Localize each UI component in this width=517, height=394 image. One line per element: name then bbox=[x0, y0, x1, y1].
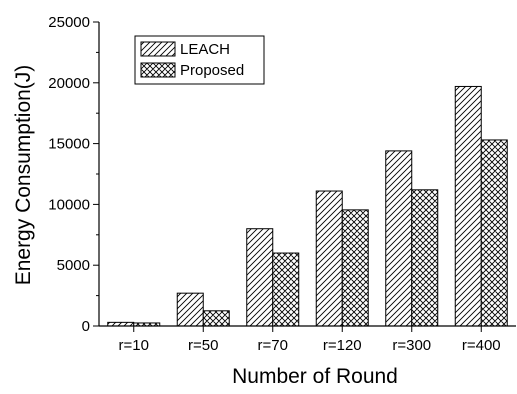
y-tick-label: 5000 bbox=[57, 257, 90, 274]
bars-group bbox=[107, 85, 508, 327]
y-tick-label: 20000 bbox=[48, 75, 90, 92]
legend-swatch-proposed bbox=[140, 62, 176, 78]
legend-label-leach: LEACH bbox=[180, 41, 230, 58]
x-axis-title: Number of Round bbox=[232, 365, 398, 388]
y-tick-label: 15000 bbox=[48, 136, 90, 153]
bar-proposed-r120 bbox=[341, 209, 369, 327]
y-tick-label: 25000 bbox=[48, 14, 90, 31]
legend-label-proposed: Proposed bbox=[180, 62, 244, 79]
bar-proposed-r50 bbox=[202, 310, 230, 327]
y-axis-title: Energy Consumption(J) bbox=[12, 65, 35, 286]
legend: LEACH Proposed bbox=[134, 35, 265, 85]
x-ticks-group: r=10 r=50 r=70 r=120 r=300 r=400 bbox=[119, 326, 501, 354]
x-tick-label: r=300 bbox=[392, 337, 431, 354]
y-ticks-group: 0 5000 10000 15000 20000 25000 bbox=[48, 14, 99, 335]
x-tick-label: r=70 bbox=[258, 337, 288, 354]
bar-proposed-r300 bbox=[411, 189, 439, 327]
bar-proposed-r400 bbox=[480, 139, 508, 327]
bar-proposed-r70 bbox=[272, 252, 300, 327]
bar-leach-r120 bbox=[315, 190, 343, 327]
y-tick-label: 0 bbox=[82, 318, 90, 335]
x-tick-label: r=10 bbox=[119, 337, 149, 354]
bar-leach-r400 bbox=[454, 85, 482, 327]
bar-leach-r50 bbox=[176, 292, 204, 327]
x-tick-label: r=120 bbox=[323, 337, 362, 354]
y-tick-label: 10000 bbox=[48, 196, 90, 213]
bar-leach-r70 bbox=[246, 228, 274, 327]
legend-swatch-leach bbox=[140, 41, 176, 57]
bar-leach-r300 bbox=[385, 150, 413, 327]
x-tick-label: r=400 bbox=[462, 337, 501, 354]
x-tick-label: r=50 bbox=[188, 337, 218, 354]
